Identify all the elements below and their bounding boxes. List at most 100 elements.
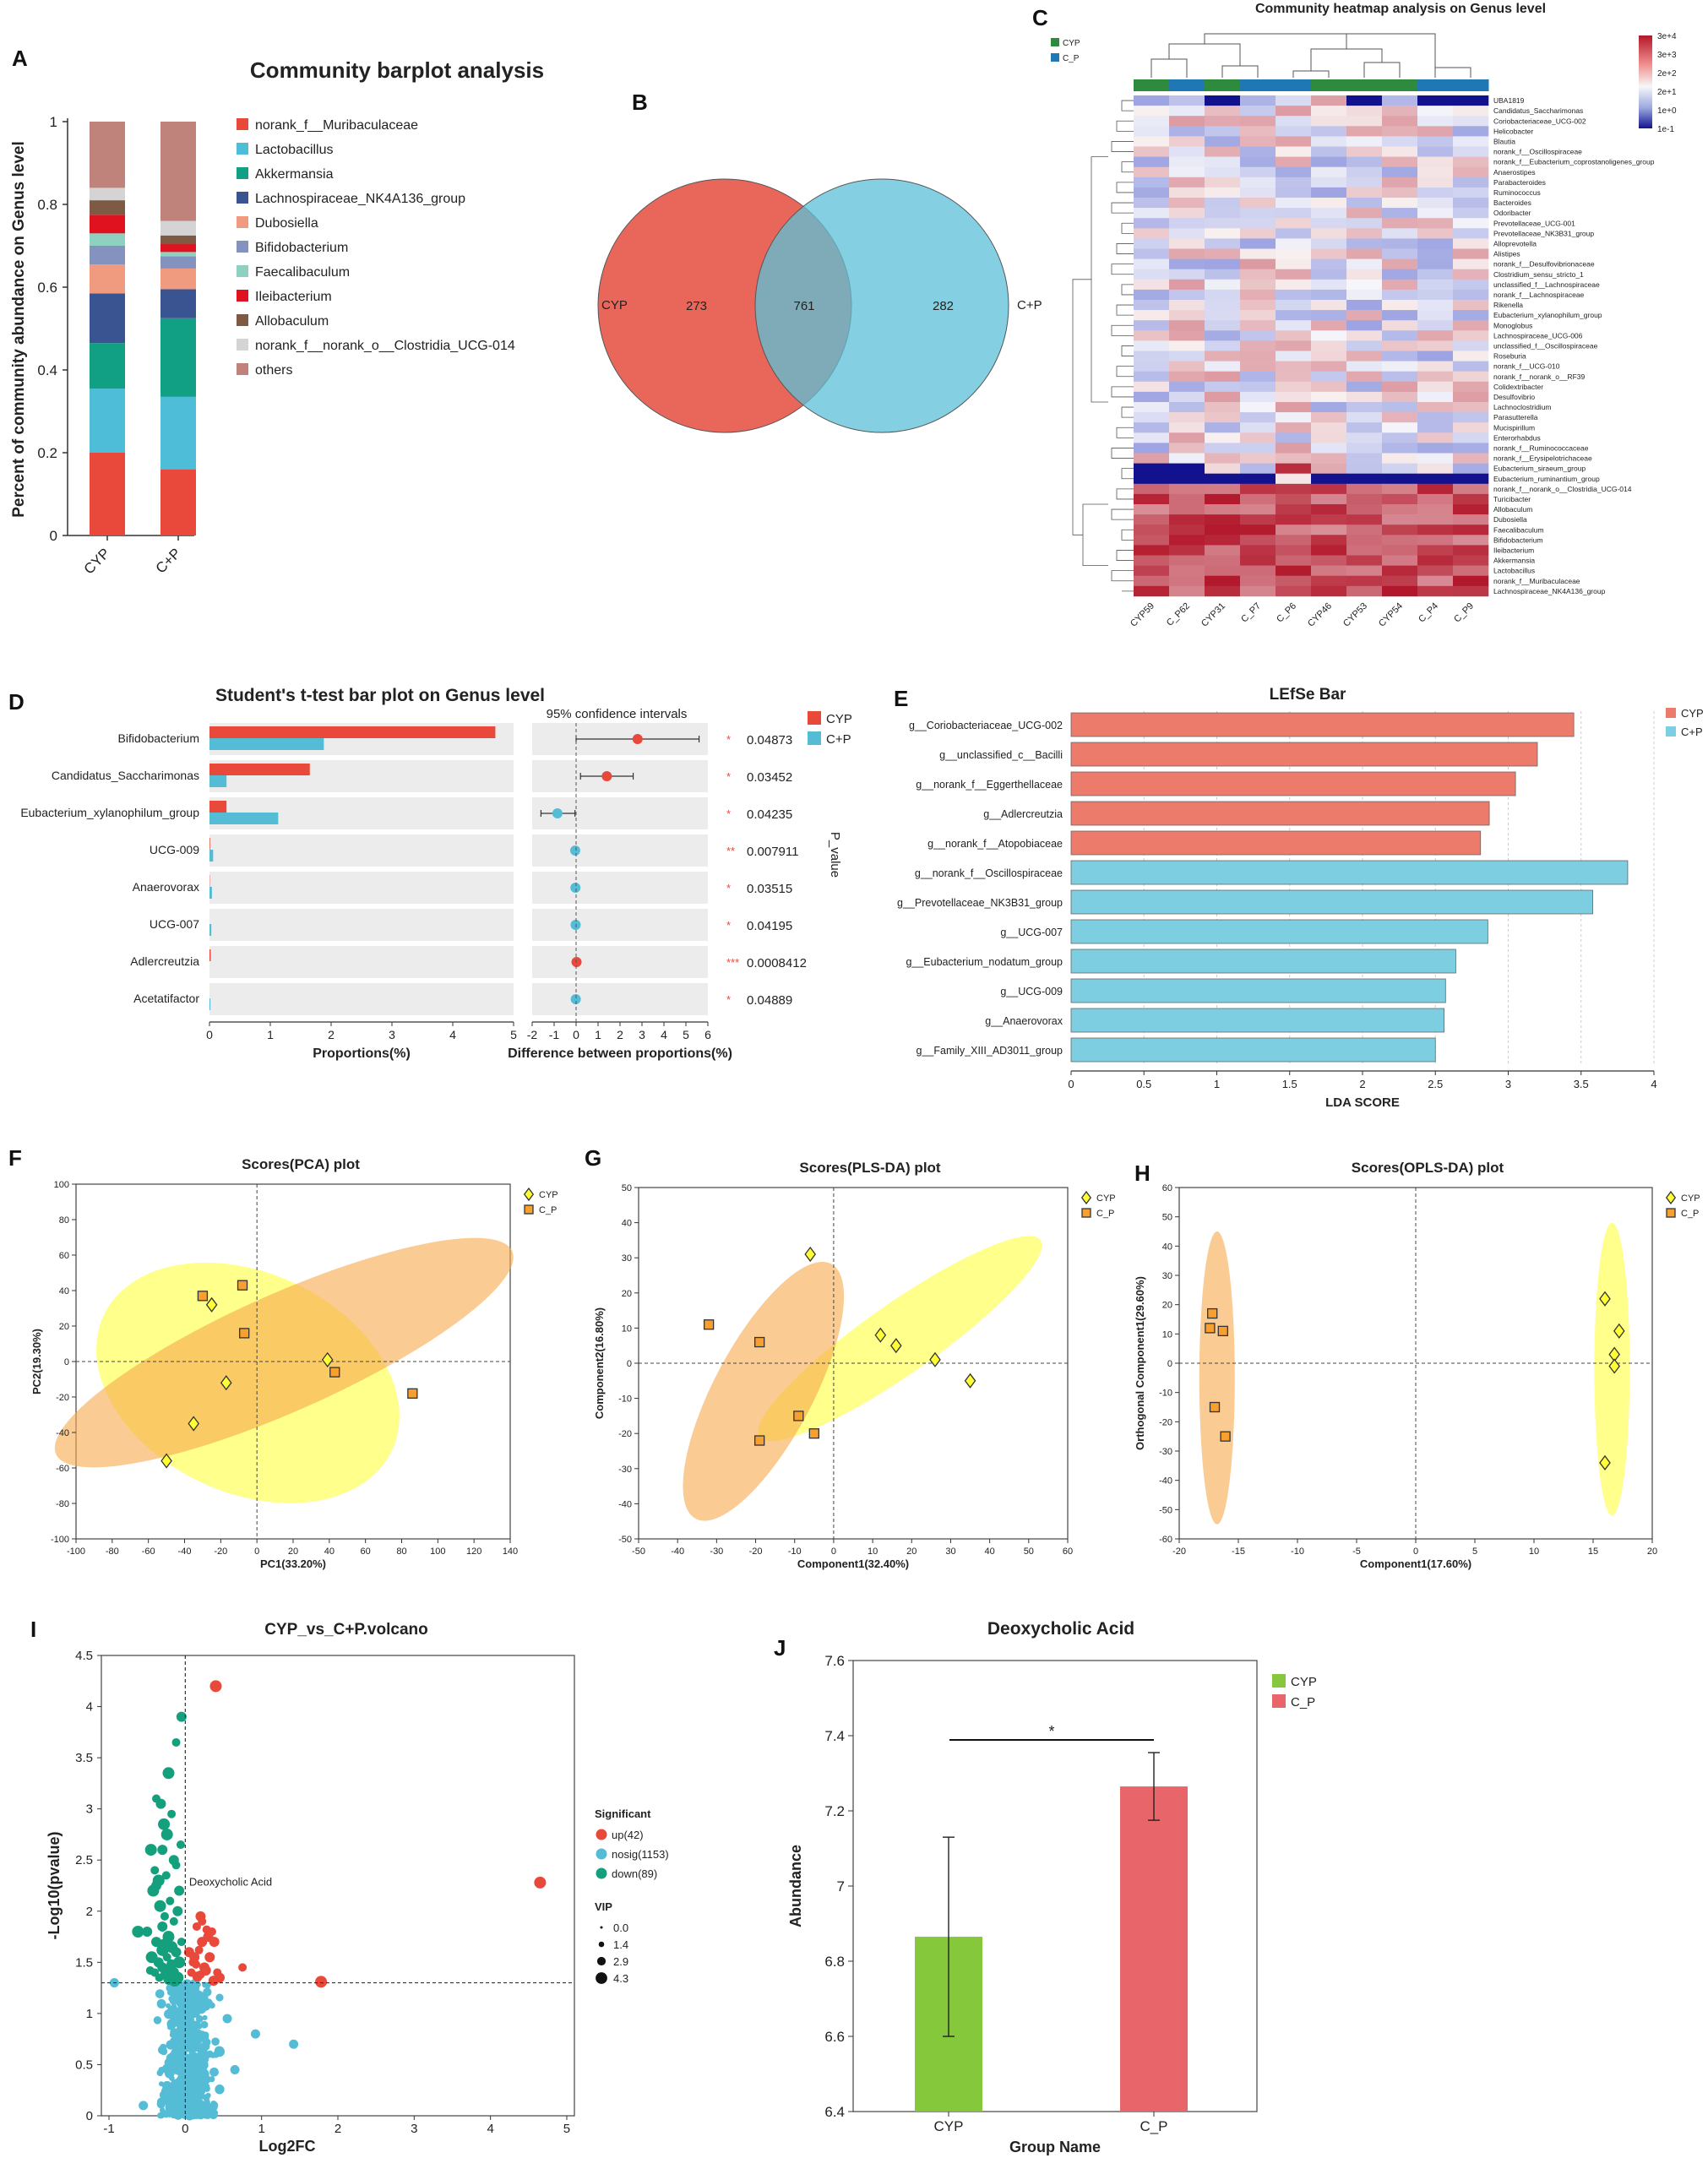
significance-stars: * [726, 882, 731, 894]
venn-circle-right [754, 178, 1009, 433]
point-cp [329, 1367, 340, 1378]
bar-segment [90, 200, 125, 215]
heatmap-cell [1311, 208, 1347, 219]
point-nosig [153, 2016, 162, 2025]
point-nosig [155, 1989, 165, 1998]
bar-segment [90, 122, 125, 188]
point-up [238, 1963, 247, 1972]
legend-label: Bifidobacterium [255, 241, 348, 255]
heatmap-cell [1276, 218, 1312, 229]
heatmap-cell [1311, 136, 1347, 147]
row-label: Desulfovibrio [1493, 393, 1535, 401]
legend-swatch [237, 290, 248, 302]
row-label: Lachnospiraceae_UCG-006 [1493, 331, 1583, 340]
x-tick-label: 140 [503, 1546, 518, 1557]
legend-swatch [237, 314, 248, 326]
significance-stars: * [726, 993, 731, 1006]
row-label: Faecalibaculum [1493, 525, 1544, 534]
heatmap-cell [1134, 156, 1170, 167]
colorbar-tick-label: 1e-1 [1657, 125, 1674, 134]
bar-cp [209, 998, 211, 1010]
heatmap-cell [1205, 136, 1241, 147]
legend-swatch [237, 363, 248, 375]
point-down [171, 1737, 181, 1747]
heatmap-cell [1276, 106, 1312, 117]
heatmap-cell [1311, 453, 1347, 464]
heatmap-cell [1169, 320, 1205, 331]
point-cyp [874, 1327, 887, 1343]
heatmap-cell [1346, 106, 1383, 117]
heatmap-cell [1382, 361, 1418, 372]
bar-cp [209, 813, 279, 824]
heatmap-cell [1382, 177, 1418, 188]
heatmap-cell [1240, 473, 1276, 485]
heatmap-cell [1276, 555, 1312, 566]
heatmap-cell [1417, 361, 1454, 372]
point-nosig [173, 2110, 183, 2120]
legend-label: CYP [1681, 707, 1704, 720]
dendrogram-branch [1121, 345, 1134, 356]
legend-swatch [237, 143, 248, 155]
column-label: CYP54 [1377, 601, 1405, 629]
heatmap-cell [1240, 340, 1276, 351]
point-nosig [188, 2036, 199, 2047]
vip-size-label: 0.0 [613, 1922, 628, 1934]
y-axis-label: Percent of community abundance on Genus … [10, 141, 28, 518]
dendrogram-branch [1204, 33, 1436, 68]
column-group-bar [1453, 79, 1489, 91]
heatmap-cell [1311, 473, 1347, 485]
heatmap-cell [1169, 575, 1205, 587]
heatmap-cell [1453, 381, 1489, 393]
heatmap-cell [1382, 156, 1418, 167]
heatmap-cell [1205, 106, 1241, 117]
legend-label: C+P [826, 732, 851, 747]
x-tick-label: 2 [328, 1028, 335, 1041]
bar-segment [160, 243, 196, 253]
point-up [194, 1945, 204, 1954]
category-label: g__norank_f__Oscillospiraceae [915, 867, 1063, 879]
y-tick-label: 100 [54, 1180, 69, 1190]
point-nosig [166, 1989, 174, 1996]
legend-swatch [1051, 53, 1059, 62]
heatmap-cell [1240, 166, 1276, 178]
heatmap-cell [1453, 228, 1489, 239]
bar-cp [209, 738, 324, 750]
colorbar-tick-label: 3e+3 [1657, 51, 1677, 60]
heatmap-cell [1276, 166, 1312, 178]
heatmap-cell [1453, 208, 1489, 219]
heatmap-cell [1346, 555, 1383, 566]
heatmap-cell [1453, 412, 1489, 423]
y-tick-label: 3 [86, 1802, 93, 1817]
heatmap-cell [1240, 218, 1276, 229]
panel-letter-c: C [1032, 5, 1048, 30]
heatmap-cell [1134, 218, 1170, 229]
heatmap-cell [1311, 187, 1347, 198]
heatmap-cell [1240, 146, 1276, 157]
heatmap-cell [1134, 443, 1170, 454]
venn-set-label-left: CYP [601, 298, 628, 313]
y-tick-label: -40 [56, 1428, 69, 1438]
legend-swatch [1272, 1694, 1286, 1708]
heatmap-cell [1417, 422, 1454, 433]
dendrogram-branch [1150, 58, 1188, 78]
column-label: CYP53 [1341, 601, 1369, 629]
dendrogram-branch [1111, 202, 1134, 214]
legend-label: Faecalibaculum [255, 265, 350, 280]
heatmap-cell [1346, 525, 1383, 535]
heatmap-cell [1169, 258, 1205, 269]
point-nosig [185, 1981, 193, 1989]
point-nosig [204, 2077, 211, 2084]
point-nosig [196, 1991, 204, 1999]
heatmap-cell [1276, 177, 1312, 188]
legend-swatch [237, 241, 248, 253]
point-nosig [167, 2007, 176, 2015]
point-cp [239, 1328, 250, 1339]
y-tick-label: -50 [618, 1535, 632, 1545]
heatmap-cell [1169, 248, 1205, 259]
heatmap-cell [1134, 483, 1170, 495]
heatmap-cell [1134, 402, 1170, 413]
x-tick-label: 4 [1651, 1078, 1656, 1090]
x-tick-label: 1 [267, 1028, 274, 1041]
dendrogram-branch [1116, 427, 1134, 438]
y-axis-label: PC2(19.30%) [30, 1329, 43, 1394]
